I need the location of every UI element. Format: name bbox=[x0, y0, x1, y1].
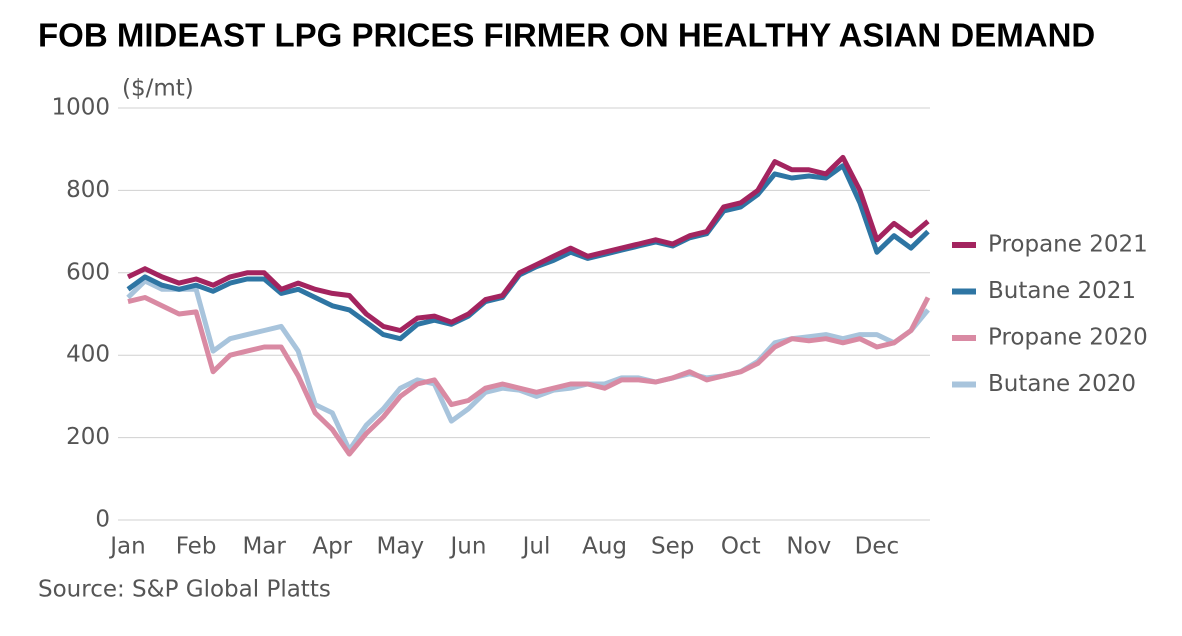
chart-title: FOB MIDEAST LPG PRICES FIRMER ON HEALTHY… bbox=[38, 17, 1095, 54]
legend-label: Butane 2020 bbox=[988, 371, 1136, 397]
x-tick-label: Feb bbox=[176, 534, 217, 560]
y-tick-label: 400 bbox=[66, 342, 110, 368]
x-tick-label: Apr bbox=[312, 534, 352, 560]
x-tick-label: Nov bbox=[786, 534, 831, 560]
series-line bbox=[126, 154, 930, 333]
y-tick-label: 200 bbox=[66, 424, 110, 450]
y-axis-label: ($/mt) bbox=[122, 76, 194, 102]
series-line bbox=[126, 163, 930, 342]
y-tick-label: 1000 bbox=[51, 95, 110, 121]
x-tick-label: Jun bbox=[448, 534, 486, 560]
x-tick-label: Sep bbox=[651, 534, 694, 560]
legend-label: Propane 2020 bbox=[988, 325, 1148, 351]
y-tick-label: 800 bbox=[66, 177, 110, 203]
x-tick-label: May bbox=[377, 534, 425, 560]
x-tick-label: Aug bbox=[582, 534, 627, 560]
x-tick-label: Oct bbox=[721, 534, 761, 560]
series-line bbox=[127, 295, 931, 457]
series-line bbox=[126, 278, 930, 453]
x-tick-label: Jul bbox=[521, 534, 551, 560]
x-tick-label: Dec bbox=[855, 534, 900, 560]
legend-label: Propane 2021 bbox=[988, 232, 1148, 258]
x-tick-label: Mar bbox=[242, 534, 286, 560]
source: Source: S&P Global Platts bbox=[38, 577, 331, 603]
y-tick-label: 600 bbox=[66, 259, 110, 285]
y-tick-label: 0 bbox=[95, 507, 110, 533]
legend-label: Butane 2021 bbox=[988, 278, 1136, 304]
x-tick-label: Jan bbox=[108, 534, 145, 560]
